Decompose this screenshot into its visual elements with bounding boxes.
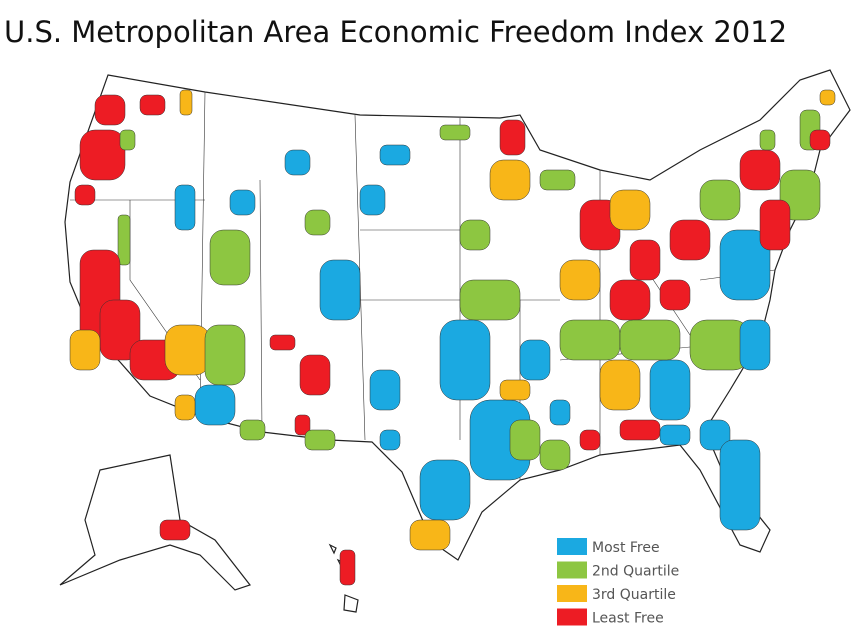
metro-area (174, 184, 196, 231)
metro-area (229, 189, 256, 216)
metro-area (304, 429, 336, 451)
metro-area (409, 519, 451, 551)
metro-area (509, 419, 541, 461)
metro-area (499, 379, 531, 401)
metro-area (599, 359, 641, 411)
legend: Most Free 2nd Quartile 3rd Quartile Least F… (557, 538, 679, 627)
metro-area (174, 394, 196, 421)
metro-area (304, 209, 331, 236)
metro-area (179, 89, 193, 116)
metro-area (294, 414, 311, 436)
metro-area (269, 334, 296, 351)
metro-area (194, 384, 236, 426)
metro-area (489, 159, 531, 201)
metro-area (459, 279, 521, 321)
metro-area (739, 319, 771, 371)
metro-area (439, 319, 491, 401)
metro-area (619, 419, 661, 441)
metro-area (79, 129, 126, 181)
metro-area (69, 329, 101, 371)
metro-area (369, 369, 401, 411)
metro-area (204, 324, 246, 386)
metro-area (809, 129, 831, 151)
metro-area (459, 219, 491, 251)
legend-swatch (557, 561, 587, 579)
metro-area (159, 519, 191, 541)
metro-area (719, 229, 771, 301)
metro-area (439, 124, 471, 141)
metro-area (94, 94, 126, 126)
metro-area (539, 439, 571, 471)
metro-area (819, 89, 836, 106)
metro-area (117, 214, 131, 266)
metro-area (759, 129, 776, 151)
metro-area (379, 144, 411, 166)
metro-area (164, 324, 211, 376)
metro-area (299, 354, 331, 396)
metro-area (339, 549, 356, 586)
legend-label: Least Free (592, 611, 664, 627)
metro-area (559, 259, 601, 301)
legend-swatch (557, 538, 587, 555)
legend-label: Most Free (592, 540, 660, 556)
metro-area (699, 179, 741, 221)
metro-area (74, 184, 96, 206)
metro-area (379, 429, 401, 451)
metro-area (359, 184, 386, 216)
metro-area (779, 169, 821, 221)
metro-area (609, 279, 651, 321)
metro-areas (69, 89, 836, 586)
metro-area (499, 119, 526, 156)
metro-area (629, 239, 661, 281)
metro-area (239, 419, 266, 441)
metro-area (209, 229, 251, 286)
legend-swatch (557, 585, 587, 602)
metro-area (659, 279, 691, 311)
map-title: U.S. Metropolitan Area Economic Freedom … (4, 15, 787, 49)
legend-label: 3rd Quartile (592, 587, 676, 603)
metro-area (609, 189, 651, 231)
metro-area (579, 429, 601, 451)
metro-area (719, 439, 761, 531)
metro-area (539, 169, 576, 191)
metro-area (739, 149, 781, 191)
metro-area (549, 399, 571, 426)
metro-area (139, 94, 166, 116)
metro-area (669, 219, 711, 261)
metro-area (319, 259, 361, 321)
metro-area (559, 319, 621, 361)
metro-area (659, 424, 691, 446)
metro-area (759, 199, 791, 251)
metro-area (284, 149, 311, 176)
metro-area (699, 419, 731, 451)
metro-area (99, 299, 141, 361)
metro-area (649, 359, 691, 421)
metro-area (519, 339, 551, 381)
metro-area (119, 129, 136, 151)
legend-swatch (557, 608, 587, 626)
legend-label: 2nd Quartile (592, 564, 679, 580)
metro-area (619, 319, 681, 361)
alaska-outline (59, 454, 251, 591)
metro-area (419, 459, 471, 521)
